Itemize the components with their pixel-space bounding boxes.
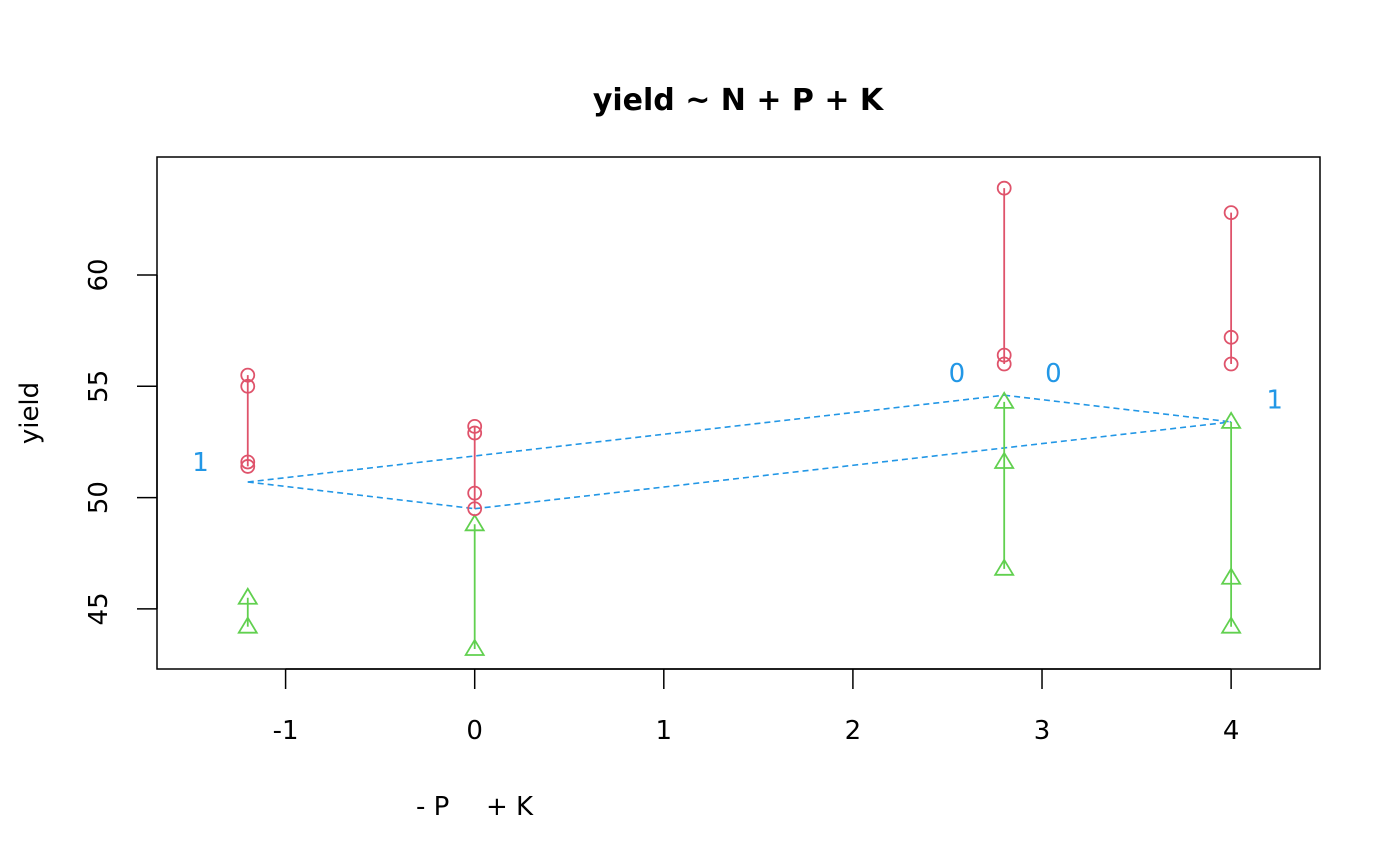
point-n0 [1223, 205, 1239, 221]
point-n0 [467, 485, 483, 501]
point-n0 [467, 418, 483, 434]
y-tick-label: 50 [84, 481, 114, 514]
level-label: 0 [1045, 359, 1062, 389]
point-n1 [1220, 566, 1242, 585]
point-n1 [993, 558, 1015, 576]
point-n0 [1223, 329, 1239, 345]
y-tick-label: 55 [84, 370, 114, 403]
point-n1 [993, 391, 1015, 409]
y-axis: 45 50 55 60 [84, 258, 158, 625]
point-n1 [237, 587, 259, 605]
point-n1 [464, 513, 486, 532]
point-n0 [467, 501, 483, 517]
point-n1 [464, 638, 486, 656]
x-axis-label-minus-p: - P [416, 792, 449, 822]
x-axis-label-plus-k: + K [486, 792, 534, 822]
model-line [1004, 394, 1232, 423]
y-tick-label: 60 [84, 258, 114, 291]
point-n0 [240, 378, 256, 394]
model-lines [247, 394, 1232, 510]
point-n0 [996, 347, 1012, 363]
point-n0 [1223, 356, 1239, 372]
x-tick-label: 0 [466, 716, 483, 746]
y-axis-label: yield [15, 382, 45, 444]
data-points [237, 180, 1242, 656]
level-labels: 1 0 0 1 [192, 359, 1283, 478]
model-line [474, 421, 1232, 510]
x-tick-label: 1 [656, 716, 673, 746]
point-n1 [1220, 615, 1242, 634]
plot-frame [156, 156, 1321, 670]
point-n0 [240, 459, 256, 474]
y-tick-label: 45 [84, 592, 114, 625]
level-label: 0 [949, 359, 966, 389]
chart-title: yield ~ N + P + K [593, 83, 885, 118]
point-n0 [467, 425, 483, 441]
level-label: 1 [192, 448, 209, 478]
x-tick-label: 4 [1223, 716, 1240, 746]
x-tick-label: 3 [1034, 716, 1051, 746]
point-n0 [240, 367, 256, 383]
level-label: 1 [1266, 386, 1283, 416]
x-tick-label: -1 [273, 716, 299, 746]
x-axis: -1 0 1 2 3 4 [273, 668, 1240, 746]
point-n1 [993, 451, 1015, 469]
point-n1 [237, 615, 259, 634]
point-n0 [996, 356, 1012, 372]
point-n0 [996, 180, 1012, 196]
model-line [247, 481, 475, 510]
stems [246, 188, 1233, 649]
model-line [247, 394, 1005, 483]
x-tick-label: 2 [845, 716, 862, 746]
point-n0 [240, 454, 256, 470]
point-n1 [1220, 411, 1242, 429]
